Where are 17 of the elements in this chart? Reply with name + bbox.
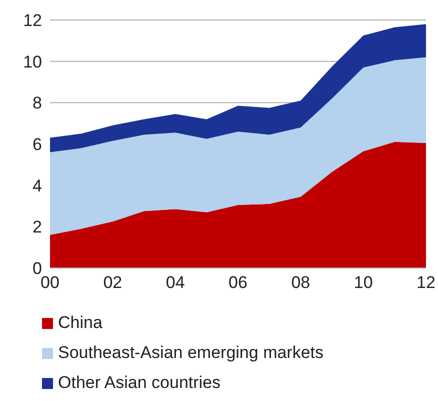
x-tick-label: 04 bbox=[166, 273, 185, 292]
y-tick-label: 4 bbox=[32, 176, 42, 196]
legend-label: Other Asian countries bbox=[58, 373, 221, 393]
x-tick-label: 00 bbox=[40, 273, 60, 292]
legend-label: Southeast-Asian emerging markets bbox=[58, 343, 324, 363]
y-tick-label: 10 bbox=[23, 52, 42, 72]
x-tick-label: 08 bbox=[291, 273, 310, 292]
y-tick-label: 6 bbox=[32, 135, 42, 154]
x-tick-label: 06 bbox=[228, 273, 248, 292]
x-tick-label: 02 bbox=[103, 273, 122, 292]
x-tick-label: 10 bbox=[354, 273, 373, 292]
legend-label: China bbox=[58, 313, 102, 333]
y-tick-label: 12 bbox=[23, 11, 42, 30]
y-tick-label: 0 bbox=[32, 259, 42, 278]
x-tick-label: 12 bbox=[416, 273, 436, 292]
y-tick-label: 8 bbox=[32, 94, 42, 113]
y-tick-label: 2 bbox=[32, 218, 42, 237]
